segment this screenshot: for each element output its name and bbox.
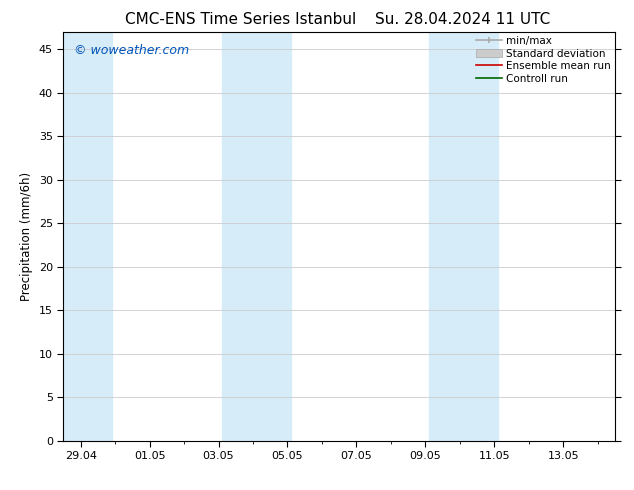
Legend: min/max, Standard deviation, Ensemble mean run, Controll run: min/max, Standard deviation, Ensemble me… (474, 34, 613, 86)
Text: CMC-ENS Time Series Istanbul: CMC-ENS Time Series Istanbul (126, 12, 356, 27)
Bar (429, 32, 498, 441)
Text: Su. 28.04.2024 11 UTC: Su. 28.04.2024 11 UTC (375, 12, 550, 27)
Bar (222, 32, 291, 441)
Y-axis label: Precipitation (mm/6h): Precipitation (mm/6h) (20, 172, 34, 301)
Text: © woweather.com: © woweather.com (74, 44, 190, 57)
Bar (63, 32, 112, 441)
